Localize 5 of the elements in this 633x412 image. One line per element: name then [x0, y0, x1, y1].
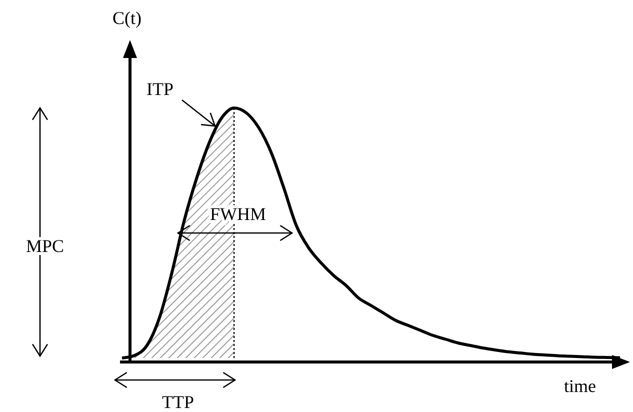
x-axis-title: time: [564, 376, 596, 396]
text: ITP: [146, 79, 174, 99]
text: TTP: [162, 392, 194, 412]
annotation: FWHM: [210, 204, 266, 224]
y-axis-title: C(t): [112, 8, 142, 28]
